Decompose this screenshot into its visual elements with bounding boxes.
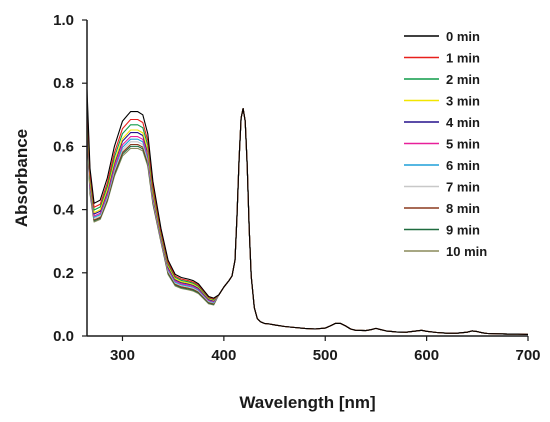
x-tick-label: 300 bbox=[110, 347, 135, 364]
y-ticks: 0.0 0.2 0.4 0.6 0.8 1.0 bbox=[53, 12, 87, 345]
legend-label: 3 min bbox=[446, 94, 480, 109]
x-tick-label: 500 bbox=[313, 347, 338, 364]
y-tick-label: 0.4 bbox=[53, 202, 75, 219]
y-tick-label: 0.6 bbox=[53, 138, 74, 155]
x-tick-label: 600 bbox=[414, 347, 439, 364]
y-tick-label: 0.8 bbox=[53, 75, 74, 92]
x-axis-title: Wavelength [nm] bbox=[239, 393, 375, 412]
legend-label: 10 min bbox=[446, 244, 487, 259]
legend-label: 8 min bbox=[446, 201, 480, 216]
legend-label: 6 min bbox=[446, 158, 480, 173]
series-line-1-min bbox=[86, 98, 529, 335]
y-tick-label: 0.2 bbox=[53, 265, 74, 282]
x-ticks: 300 400 500 600 700 bbox=[110, 336, 541, 364]
legend-label: 0 min bbox=[446, 29, 480, 44]
legend-label: 1 min bbox=[446, 51, 480, 66]
legend: 0 min 1 min 2 min 3 min 4 min 5 min 6 min 7 min… bbox=[404, 29, 487, 259]
series-line-0-min bbox=[86, 89, 529, 335]
y-tick-label: 1.0 bbox=[53, 12, 74, 29]
x-tick-label: 700 bbox=[515, 347, 540, 364]
series-lines bbox=[86, 89, 529, 335]
legend-label: 2 min bbox=[446, 72, 480, 87]
x-tick-label: 400 bbox=[211, 347, 236, 364]
y-tick-label: 0.0 bbox=[53, 328, 74, 345]
y-axis-title: Absorbance bbox=[12, 129, 31, 227]
legend-label: 9 min bbox=[446, 223, 480, 238]
legend-label: 4 min bbox=[446, 115, 480, 130]
legend-label: 5 min bbox=[446, 137, 480, 152]
legend-label: 7 min bbox=[446, 180, 480, 195]
